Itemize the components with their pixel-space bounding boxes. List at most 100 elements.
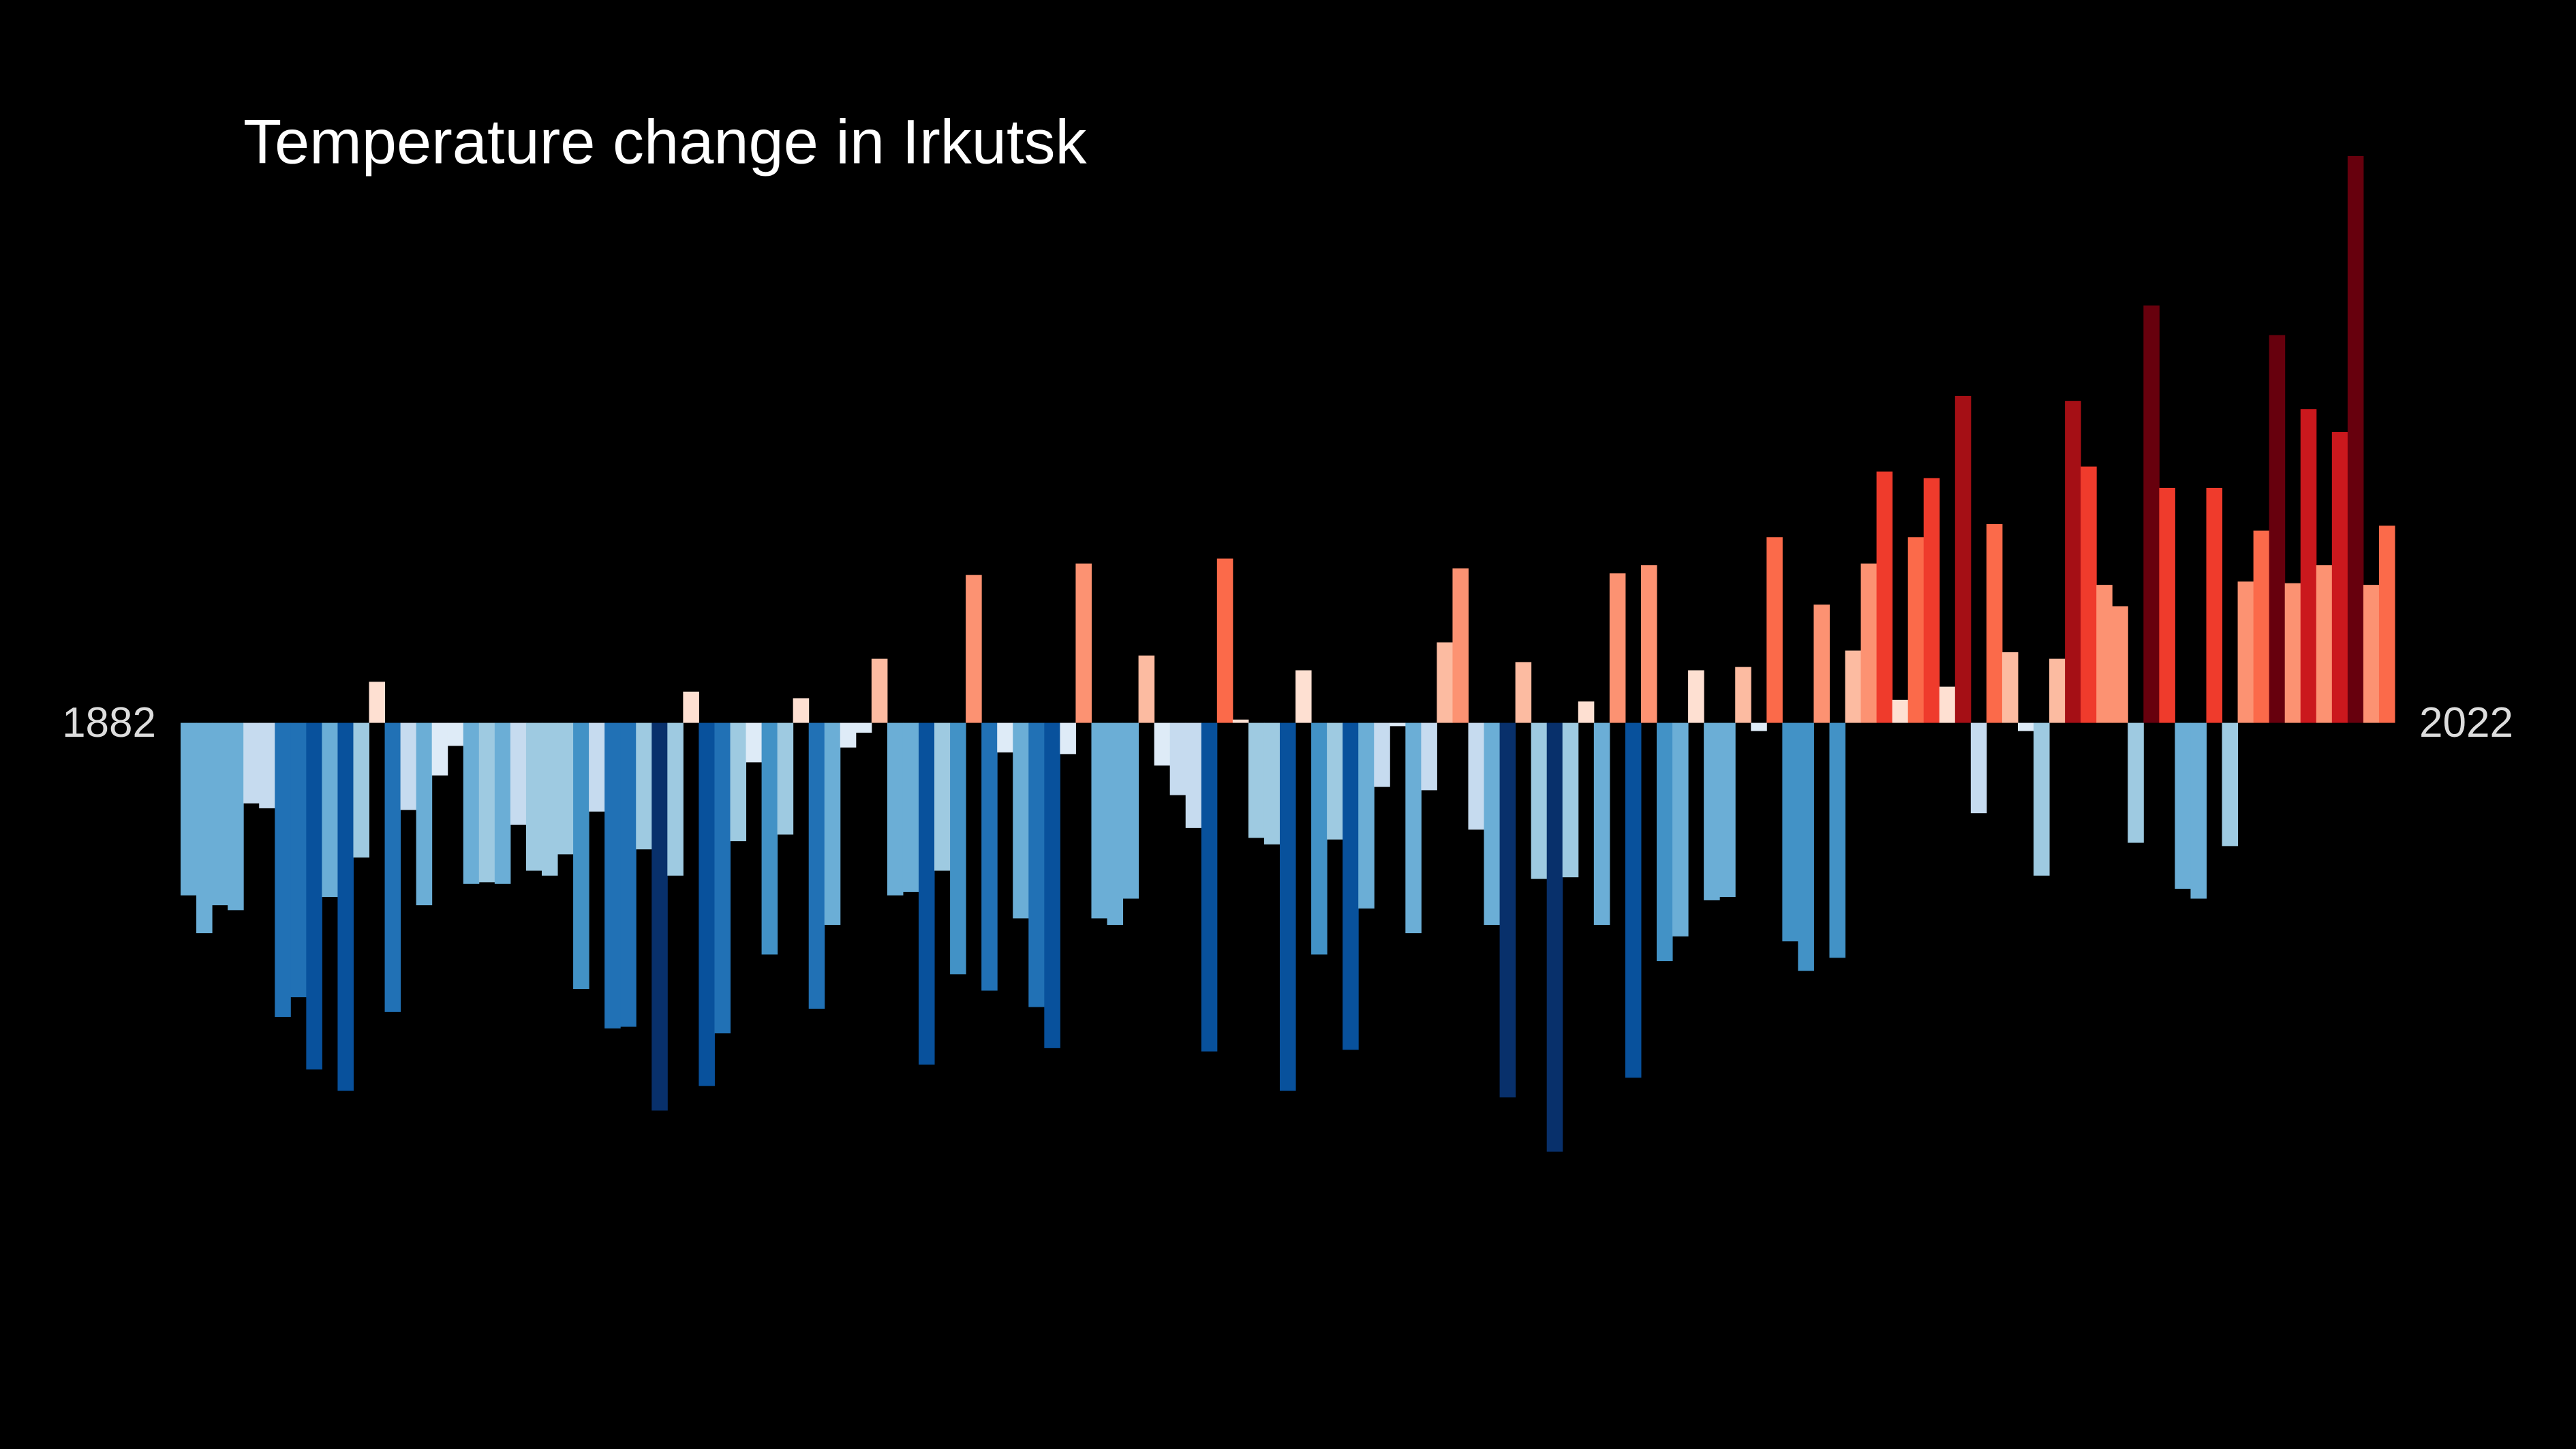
bar bbox=[525, 722, 542, 871]
bar bbox=[1122, 722, 1139, 899]
bar bbox=[2222, 722, 2239, 846]
bar bbox=[1578, 701, 1595, 723]
bar bbox=[369, 682, 386, 723]
bar bbox=[2300, 409, 2317, 723]
bar bbox=[2065, 401, 2081, 723]
bar bbox=[2253, 530, 2270, 723]
bar bbox=[1107, 722, 1124, 926]
bar bbox=[181, 722, 197, 896]
bar bbox=[1876, 471, 1893, 723]
bar bbox=[1688, 670, 1704, 723]
bar bbox=[1295, 670, 1312, 723]
bar bbox=[1782, 722, 1798, 942]
bar bbox=[1892, 699, 1909, 723]
bar bbox=[761, 722, 778, 955]
bar bbox=[1232, 719, 1249, 723]
bar bbox=[1719, 722, 1736, 898]
bar bbox=[1060, 722, 1076, 754]
bar bbox=[808, 722, 825, 1009]
bar bbox=[1327, 722, 1343, 840]
bar bbox=[2096, 585, 2113, 723]
bar bbox=[2081, 466, 2097, 723]
bar bbox=[1154, 722, 1171, 766]
bar bbox=[228, 722, 244, 911]
x-tick-label: 2022 bbox=[2419, 699, 2513, 746]
bar bbox=[1829, 722, 1846, 958]
bar bbox=[1907, 537, 1925, 723]
bar bbox=[2034, 722, 2050, 876]
bar bbox=[1452, 568, 1469, 723]
bar bbox=[1531, 722, 1548, 879]
bar bbox=[1169, 722, 1186, 795]
bar bbox=[1028, 722, 1045, 1007]
bar bbox=[416, 722, 433, 906]
bar bbox=[400, 722, 417, 810]
bar bbox=[2284, 583, 2301, 723]
bar bbox=[2049, 658, 2066, 723]
bar bbox=[2143, 305, 2160, 723]
bar bbox=[950, 722, 966, 975]
bar bbox=[1986, 523, 2003, 723]
bar bbox=[2002, 652, 2019, 723]
bar bbox=[541, 722, 558, 876]
bar bbox=[1798, 722, 1814, 971]
bar bbox=[1970, 722, 1987, 814]
bar bbox=[1044, 722, 1060, 1048]
bar bbox=[1625, 722, 1642, 1078]
bar bbox=[1484, 722, 1501, 926]
bar bbox=[1657, 722, 1673, 962]
bar bbox=[1954, 395, 1972, 723]
bar bbox=[353, 722, 370, 858]
bar bbox=[1311, 722, 1328, 955]
bar bbox=[699, 722, 715, 1086]
bar bbox=[824, 722, 841, 926]
bar bbox=[1499, 722, 1516, 1098]
bar bbox=[746, 722, 763, 763]
bar bbox=[463, 722, 480, 884]
bar bbox=[1374, 722, 1390, 787]
bar bbox=[887, 722, 904, 896]
bar bbox=[212, 722, 228, 906]
bar bbox=[1343, 722, 1359, 1050]
bar bbox=[1421, 722, 1437, 791]
bar bbox=[966, 575, 982, 723]
bar bbox=[2206, 487, 2223, 723]
bar bbox=[1185, 722, 1202, 828]
bar bbox=[981, 722, 998, 991]
bar bbox=[557, 722, 574, 855]
bar bbox=[589, 722, 605, 812]
bar bbox=[573, 722, 589, 990]
bar bbox=[1845, 650, 1862, 723]
bar bbox=[1609, 573, 1626, 723]
bar bbox=[1546, 722, 1563, 1152]
bar bbox=[730, 722, 747, 842]
bar bbox=[777, 722, 794, 835]
bar bbox=[1075, 563, 1092, 723]
bar bbox=[604, 722, 621, 1028]
bar bbox=[1672, 722, 1689, 936]
bar bbox=[2378, 525, 2395, 723]
bar bbox=[1263, 722, 1281, 844]
bar bbox=[494, 722, 511, 884]
bar bbox=[196, 722, 213, 934]
bar bbox=[2175, 722, 2191, 889]
bar bbox=[290, 722, 307, 998]
bar bbox=[1562, 722, 1579, 878]
bar bbox=[1201, 722, 1218, 1052]
bar bbox=[1593, 722, 1610, 926]
bar bbox=[2331, 431, 2348, 723]
bar bbox=[997, 722, 1013, 752]
bar bbox=[2347, 155, 2364, 723]
bar bbox=[1515, 662, 1532, 723]
bar bbox=[2190, 722, 2207, 899]
bar bbox=[1860, 563, 1877, 723]
bar bbox=[902, 722, 919, 892]
bar bbox=[1640, 565, 1657, 723]
bar bbox=[243, 722, 260, 804]
bar bbox=[620, 722, 637, 1027]
bar bbox=[919, 722, 935, 1065]
bar bbox=[2363, 585, 2380, 723]
bar bbox=[683, 691, 699, 723]
bar bbox=[1437, 642, 1453, 723]
